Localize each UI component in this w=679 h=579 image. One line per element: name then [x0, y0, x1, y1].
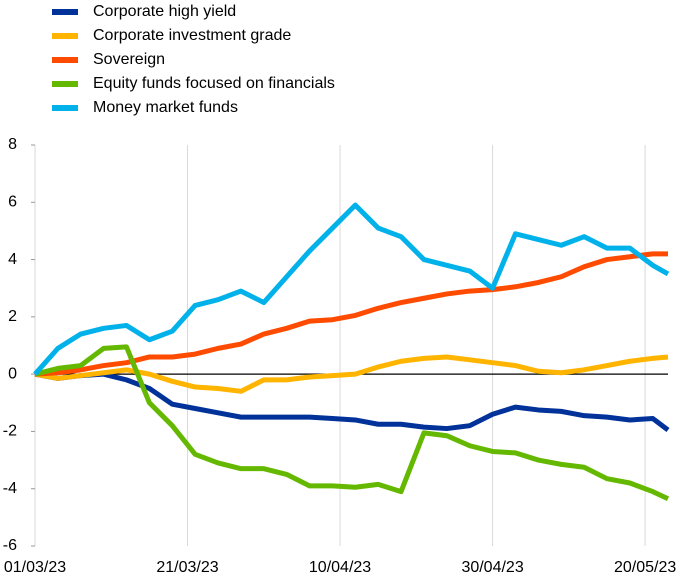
y-tick-label: 8	[8, 136, 17, 153]
y-tick-label: 2	[8, 308, 17, 325]
legend-label: Equity funds focused on financials	[93, 75, 335, 92]
series-line	[34, 344, 670, 502]
y-tick-label: 0	[8, 365, 17, 382]
series-line	[34, 251, 668, 377]
legend-label: Corporate high yield	[93, 3, 236, 20]
series-line	[34, 371, 670, 432]
x-tick-label: 20/05/23	[614, 559, 676, 576]
x-tick-label: 21/03/23	[156, 559, 218, 576]
series-line	[33, 202, 670, 376]
y-tick-label: 6	[8, 194, 17, 211]
x-tick-label: 30/04/23	[461, 559, 523, 576]
y-tick-label: -6	[3, 537, 17, 554]
x-tick-label: 01/03/23	[4, 559, 66, 576]
series-line	[34, 354, 669, 394]
legend-label: Corporate investment grade	[93, 27, 291, 44]
legend-label: Sovereign	[93, 51, 165, 68]
legend-label: Money market funds	[93, 99, 238, 116]
y-tick-label: -2	[3, 423, 17, 440]
y-tick-label: 4	[8, 251, 17, 268]
x-tick-label: 10/04/23	[309, 559, 371, 576]
y-tick-label: -4	[3, 480, 17, 497]
